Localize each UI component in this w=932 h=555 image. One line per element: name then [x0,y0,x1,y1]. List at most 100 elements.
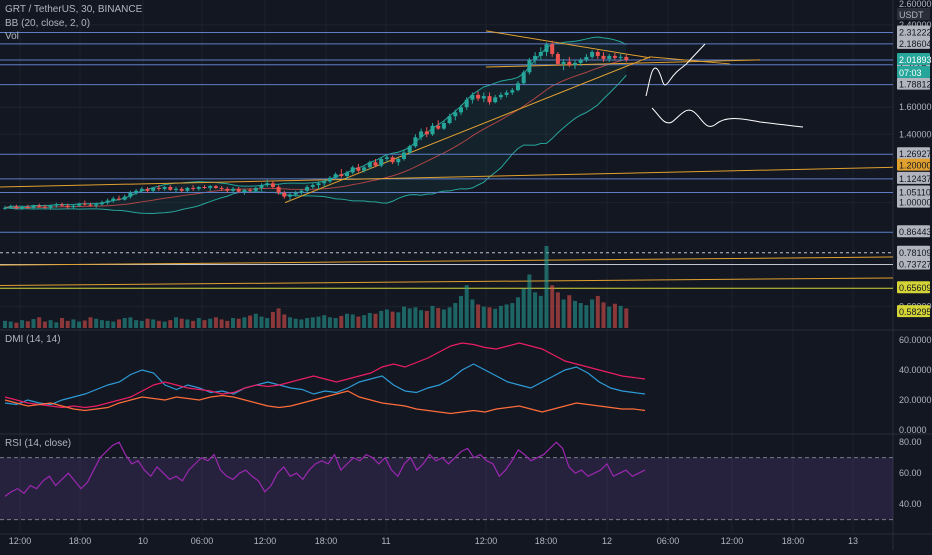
candle-body [20,207,25,209]
volume-bar [459,295,463,328]
volume-bar [60,318,64,328]
projection-drawings[interactable] [645,43,804,128]
price-level-label-bg [897,185,930,198]
candle-body [31,205,36,208]
candle-body [379,158,384,166]
volume-bar [533,292,538,328]
price-level-label: 2.31222 [899,27,932,37]
volume-bar [225,320,230,328]
currency-badge: USDT [899,10,924,20]
volume-bar [82,320,87,328]
candle-body [242,189,247,192]
trend-line [284,56,651,204]
volume-bar [111,321,116,328]
volume-bar [521,288,526,328]
volume-bar [65,320,70,328]
volume-bar [538,295,543,328]
volume-bar [612,303,617,328]
candle-body [305,186,310,191]
projection-path [645,43,706,97]
volume-bar [14,322,19,328]
candle-body [94,204,99,206]
candle-body [345,172,349,177]
candle-body [464,99,469,108]
volume-bar [527,274,532,328]
price-level-label: 0.58295 [899,307,932,317]
volume-bar [145,318,150,328]
trend-lines[interactable] [0,30,894,286]
candle-body [99,202,104,205]
currency-badge-bg [897,8,930,20]
time-tick-label: 12 [602,536,612,546]
candle-body [316,183,321,186]
volume-bar [327,317,332,328]
candle-body [373,162,378,166]
volume-bar [174,317,178,328]
candle-body [504,92,509,95]
candle-body [356,167,361,171]
volume-bar [128,317,133,328]
trend-line [485,30,651,59]
volume-bar [77,321,82,328]
volume-bar [265,318,270,328]
volume-bar [37,317,42,328]
candle-body [424,131,429,135]
volume-indicator-label: Vol [5,31,19,42]
current-price-label: 2.01893 [899,55,932,65]
bollinger-bands [4,36,627,215]
countdown-label-bg [897,65,930,78]
dmi-tick-label: 0.0000 [899,425,927,435]
volume-bar [476,304,481,328]
volume-bar [208,318,213,328]
candle-body [134,190,139,193]
price-level-label-bg [897,158,930,171]
projection-path [651,107,804,128]
time-tick-label: 18:00 [782,536,805,546]
price-level-label-bg [897,225,930,238]
candle-body [396,158,401,163]
volume-bar [339,315,344,328]
volume-bar [550,285,555,328]
candle-body [390,157,395,163]
volume-bar [453,303,458,328]
time-tick-label: 12:00 [254,536,277,546]
candle-body [384,157,389,159]
volume-bar [213,317,218,328]
volume-bar [584,305,589,328]
price-level-label-bg [897,195,930,208]
volume-bar [8,321,13,328]
candle-body [65,205,70,208]
candle-body [111,198,116,201]
volume-bar [407,308,412,328]
volume-bar [601,302,606,328]
volume-bar [310,317,315,328]
candle-body [567,61,572,65]
candle-body [276,186,281,193]
price-level-label: 1.78812 [899,80,932,90]
volume-bar [419,310,424,328]
price-level-label-bg [897,171,930,184]
candle-body [612,55,617,58]
bollinger-fill [5,37,627,214]
price-axis[interactable]: 2.400001.600001.400000.600002.600002.312… [897,0,932,509]
candle-body [293,192,298,195]
volume-bar [122,318,127,328]
volume-bar [185,319,190,328]
volume-bar [299,319,304,328]
candle-body [14,206,19,209]
time-axis[interactable]: 12:00 18:00 10 06:00 12:00 18:00 11 12:00 18:00 1… [9,536,858,546]
price-level-label-bg [897,305,930,318]
volume-bar [567,295,572,328]
candle-body [327,177,332,182]
volume-bar [117,319,121,328]
candle-body [441,123,446,129]
candle-body [573,62,577,65]
volume-bar [624,308,629,328]
volume-bar [464,285,469,328]
time-tick-label: 18:00 [69,536,92,546]
trend-line [0,166,894,188]
volume-bar [396,312,401,328]
candle-body [561,61,566,64]
current-price-label-bg [897,52,930,65]
